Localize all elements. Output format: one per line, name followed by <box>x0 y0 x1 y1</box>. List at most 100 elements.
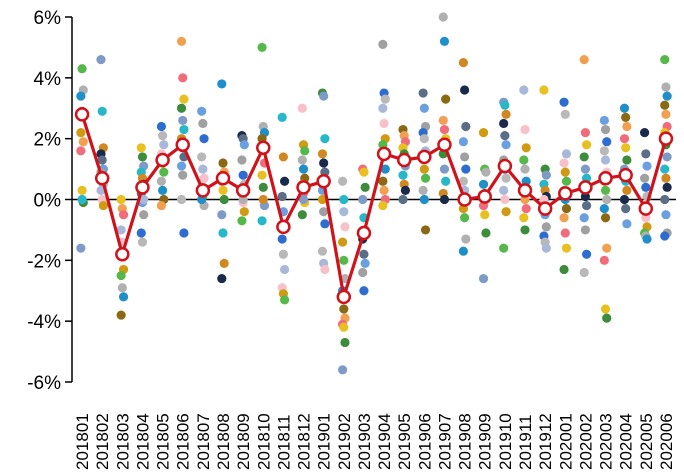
scatter-point <box>561 204 572 214</box>
scatter-point <box>602 243 612 253</box>
scatter-point <box>340 222 350 232</box>
scatter-point <box>582 140 592 150</box>
scatter-point <box>359 249 369 259</box>
scatter-point <box>378 103 388 113</box>
scatter-point <box>257 170 267 180</box>
scatter-point <box>602 313 612 323</box>
scatter-point <box>478 179 489 189</box>
scatter-point <box>660 194 670 205</box>
line-marker <box>155 152 170 168</box>
scatter-point <box>359 167 369 177</box>
scatter-point <box>478 127 489 138</box>
x-tick-label: 202005 <box>637 413 656 470</box>
scatter-point <box>499 185 509 195</box>
scatter-point <box>458 176 468 186</box>
scatter-point <box>237 216 247 226</box>
scatter-point <box>439 164 450 174</box>
scatter-point <box>359 286 369 296</box>
scatter-point <box>360 258 370 268</box>
scatter-point <box>662 152 672 162</box>
scatter-point <box>458 137 468 147</box>
line-marker <box>497 158 513 174</box>
scatter-point <box>519 155 529 165</box>
scatter-points <box>76 12 672 375</box>
scatter-point <box>520 225 530 235</box>
line-marker <box>417 149 432 165</box>
y-tick-label: -4% <box>27 312 61 333</box>
x-tick-label: 201807 <box>194 413 213 470</box>
scatter-point <box>219 194 229 205</box>
scatter-point <box>156 121 166 132</box>
scatter-point <box>258 194 268 205</box>
scatter-point <box>97 155 107 165</box>
scatter-point <box>199 134 209 144</box>
x-tick-label: 201811 <box>274 415 293 470</box>
scatter-point <box>319 91 329 101</box>
scatter-point <box>438 12 448 22</box>
line-marker <box>94 170 110 186</box>
scatter-point <box>179 124 189 135</box>
x-tick-label: 202002 <box>576 413 595 470</box>
scatter-point <box>297 155 307 165</box>
scatter-point <box>156 200 166 211</box>
scatter-point <box>116 194 126 205</box>
scatter-point <box>619 103 630 113</box>
scatter-point <box>398 194 408 205</box>
scatter-point <box>118 292 129 302</box>
scatter-point <box>278 249 288 259</box>
scatter-point <box>379 185 389 195</box>
scatter-point <box>398 170 408 180</box>
scatter-point <box>519 213 529 223</box>
scatter-point <box>559 264 569 275</box>
scatter-point <box>278 152 288 162</box>
x-tick-label: 202006 <box>657 413 676 470</box>
x-tick-label: 201908 <box>456 413 475 470</box>
scatter-point <box>338 365 348 375</box>
scatter-point <box>116 225 126 235</box>
scatter-point <box>300 146 310 156</box>
scatter-point <box>520 124 530 135</box>
scatter-point <box>602 194 612 205</box>
scatter-point <box>118 210 129 220</box>
scatter-point <box>501 207 511 217</box>
scatter-point <box>619 134 630 144</box>
scatter-point <box>460 152 470 162</box>
line-marker <box>235 183 251 198</box>
line-marker <box>658 131 674 146</box>
scatter-point <box>481 228 491 238</box>
x-tick-label: 201907 <box>435 413 454 470</box>
scatter-point <box>642 161 652 171</box>
scatter-point <box>439 194 450 205</box>
line-path <box>80 113 668 299</box>
scatter-point <box>76 243 86 253</box>
y-tick-label: -6% <box>27 373 61 394</box>
scatter-point <box>320 219 330 229</box>
scatter-point <box>238 170 248 180</box>
scatter-point <box>662 91 672 101</box>
scatter-point <box>478 273 489 284</box>
scatter-point <box>116 270 126 281</box>
scatter-point <box>579 54 589 65</box>
scatter-point <box>621 112 631 122</box>
scatter-point <box>660 231 670 241</box>
scatter-point <box>76 91 86 101</box>
scatter-point <box>661 82 671 92</box>
scatter-point <box>400 185 410 195</box>
scatter-point <box>178 170 188 180</box>
scatter-point <box>98 200 108 211</box>
scatter-point <box>176 161 187 171</box>
scatter-point <box>461 164 471 174</box>
scatter-point <box>159 167 169 177</box>
x-tick-label: 201806 <box>174 413 193 470</box>
scatter-point <box>339 304 349 314</box>
scatter-point <box>340 337 350 348</box>
scatter-point <box>600 185 611 195</box>
scatter-point <box>360 182 370 192</box>
x-tick-label: 201910 <box>496 413 515 470</box>
scatter-point <box>179 94 189 104</box>
line-marker <box>396 152 412 168</box>
scatter-point <box>239 207 249 217</box>
scatter-point <box>418 88 428 98</box>
scatter-point <box>76 127 86 138</box>
